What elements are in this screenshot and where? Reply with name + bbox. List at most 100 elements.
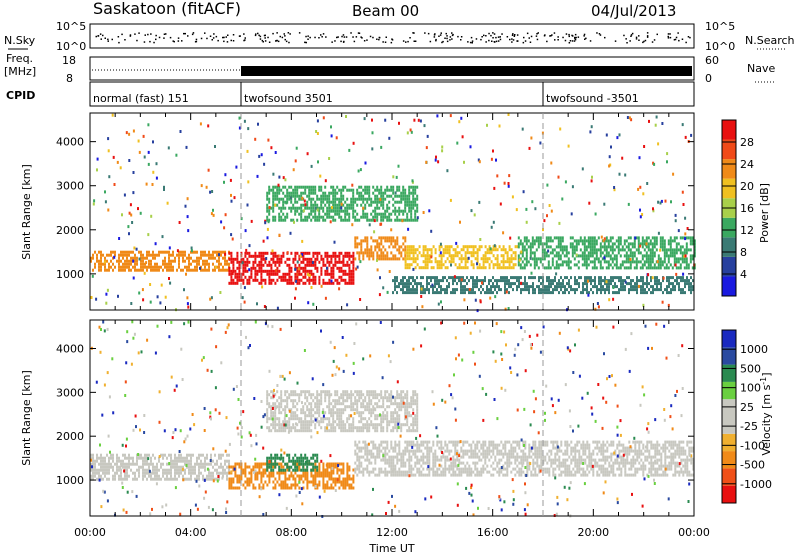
data-cell [382, 191, 385, 195]
data-cell [316, 254, 319, 258]
data-cell [128, 265, 130, 269]
data-cell [418, 251, 421, 255]
data-cell [314, 218, 317, 222]
data-cell [370, 440, 373, 444]
data-cell [338, 203, 341, 207]
data-cell [374, 209, 377, 213]
data-cell [595, 242, 598, 246]
data-cell [140, 456, 142, 460]
freq-tick-top: 18 [62, 54, 76, 67]
data-scatter [460, 116, 463, 120]
data-cell [178, 456, 180, 460]
data-cell [426, 285, 428, 289]
data-cell [260, 278, 263, 282]
data-scatter [199, 266, 201, 270]
data-cell [591, 260, 594, 264]
data-cell [324, 203, 327, 207]
data-cell [529, 242, 532, 246]
data-cell [611, 266, 614, 270]
data-cell [553, 254, 556, 258]
data-cell [398, 473, 401, 477]
data-scatter [107, 149, 110, 153]
data-cell [596, 288, 598, 292]
data-cell [270, 257, 273, 261]
data-cell [346, 260, 349, 264]
data-cell [128, 268, 130, 272]
data-scatter [166, 201, 169, 205]
data-cell [656, 279, 658, 283]
data-cell [240, 257, 243, 261]
data-cell [614, 276, 616, 280]
data-cell [408, 200, 411, 204]
data-cell [310, 272, 313, 276]
data-cell [394, 206, 397, 210]
data-cell [206, 477, 208, 481]
data-cell [653, 254, 656, 258]
nsky-dot [494, 41, 496, 43]
data-cell [404, 203, 407, 207]
data-cell [426, 276, 428, 280]
data-cell [651, 251, 654, 255]
data-cell [392, 239, 395, 243]
data-cell [683, 257, 686, 261]
data-cell [264, 269, 267, 273]
data-cell [208, 265, 210, 269]
nsky-dot [535, 35, 538, 37]
data-cell [198, 462, 200, 466]
data-cell [270, 459, 273, 463]
data-cell [386, 443, 389, 447]
data-cell [316, 215, 319, 219]
data-cell [434, 248, 437, 252]
data-cell [198, 474, 200, 478]
data-cell [565, 254, 568, 258]
data-cell [414, 288, 416, 292]
data-cell [306, 462, 309, 466]
data-cell [178, 453, 180, 457]
data-cell [216, 250, 218, 254]
data-cell [346, 263, 349, 267]
data-cell [374, 443, 377, 447]
data-cell [230, 486, 233, 490]
data-cell [414, 260, 417, 264]
data-cell [434, 464, 437, 468]
data-cell [530, 276, 532, 280]
data-scatter [345, 115, 347, 118]
data-cell [408, 251, 411, 255]
data-scatter [116, 160, 119, 164]
data-cell [601, 266, 604, 270]
data-cell [546, 279, 548, 283]
data-scatter [406, 131, 409, 135]
data-cell [178, 250, 180, 254]
data-cell [90, 477, 92, 481]
data-cell [632, 288, 634, 292]
data-cell [672, 288, 674, 292]
nsky-dot [643, 40, 645, 43]
data-cell [146, 462, 148, 466]
data-cell [571, 245, 574, 249]
colorbar-tick-label: 28 [740, 136, 754, 149]
data-cell [336, 203, 339, 207]
data-cell [334, 278, 337, 282]
data-cell [286, 278, 289, 282]
data-cell [322, 477, 325, 481]
data-cell [486, 248, 489, 252]
data-cell [200, 471, 202, 475]
data-cell [342, 188, 345, 192]
nsky-dot [226, 41, 229, 43]
data-cell [238, 272, 241, 276]
nsky-dot [155, 38, 157, 41]
data-cell [350, 188, 353, 192]
data-scatter [159, 301, 162, 305]
data-cell [402, 197, 405, 201]
data-cell [643, 263, 646, 267]
data-cell [280, 480, 283, 484]
data-cell [384, 449, 387, 453]
data-cell [464, 285, 466, 289]
data-cell [230, 272, 233, 276]
data-cell [208, 253, 210, 257]
data-cell [446, 248, 449, 252]
data-cell [681, 245, 684, 249]
nsky-dot [213, 33, 215, 35]
data-cell [90, 456, 92, 460]
data-scatter [368, 223, 371, 227]
